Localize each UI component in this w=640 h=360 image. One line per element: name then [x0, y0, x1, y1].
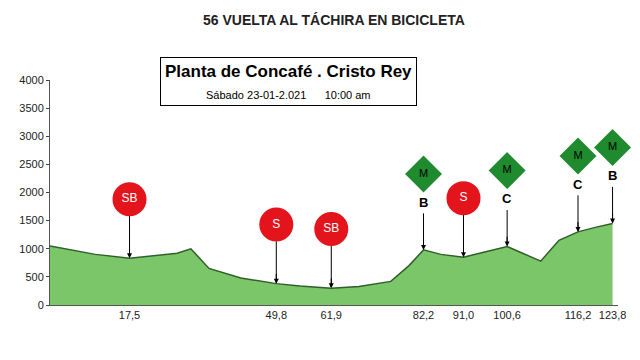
svg-text:123,8: 123,8 [599, 309, 627, 321]
svg-text:2500: 2500 [19, 158, 43, 170]
svg-text:56 VUELTA AL TÁCHIRA EN BICICL: 56 VUELTA AL TÁCHIRA EN BICICLETA [203, 12, 465, 28]
svg-text:49,8: 49,8 [266, 309, 287, 321]
svg-text:1000: 1000 [19, 243, 43, 255]
svg-text:100,6: 100,6 [493, 309, 521, 321]
svg-text:B: B [419, 195, 428, 210]
svg-text:4000: 4000 [19, 74, 43, 86]
svg-text:17,5: 17,5 [119, 309, 140, 321]
svg-text:1500: 1500 [19, 214, 43, 226]
svg-text:2000: 2000 [19, 186, 43, 198]
svg-text:M: M [419, 167, 428, 179]
svg-text:61,9: 61,9 [321, 309, 342, 321]
svg-text:3500: 3500 [19, 102, 43, 114]
svg-text:Planta de Concafé . Cristo Rey: Planta de Concafé . Cristo ReySábado 23-… [165, 62, 412, 101]
svg-text:116,2: 116,2 [565, 309, 592, 321]
svg-text:M: M [608, 140, 617, 152]
svg-text:S: S [272, 217, 280, 231]
svg-text:S: S [459, 190, 467, 204]
svg-text:500: 500 [25, 271, 43, 283]
svg-text:3000: 3000 [19, 130, 43, 142]
svg-text:C: C [502, 191, 512, 206]
svg-text:SB: SB [122, 191, 138, 205]
svg-text:91,0: 91,0 [453, 309, 474, 321]
svg-text:C: C [573, 177, 583, 192]
svg-text:M: M [573, 149, 582, 161]
svg-text:B: B [608, 168, 617, 183]
svg-text:0: 0 [38, 299, 44, 311]
svg-text:M: M [503, 163, 512, 175]
svg-text:SB: SB [323, 221, 339, 235]
svg-text:82,2: 82,2 [413, 309, 434, 321]
